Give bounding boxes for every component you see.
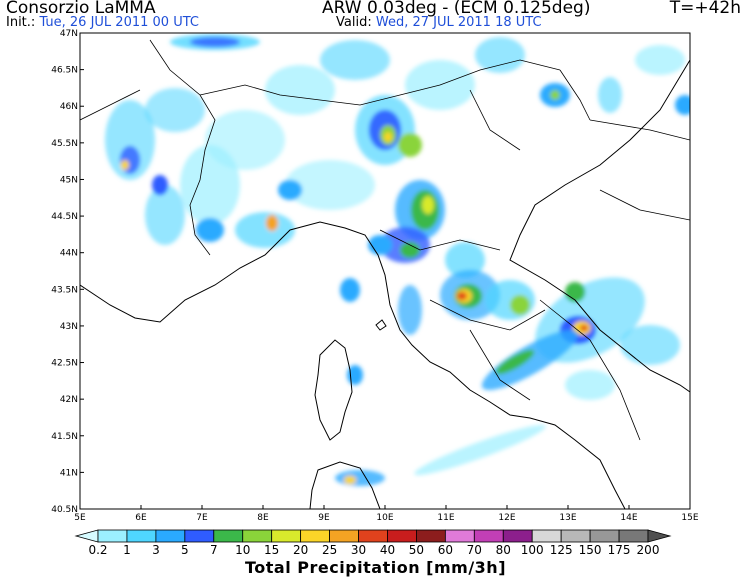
colorbar-swatch [271,529,302,543]
lat-label: 42.5N [51,359,78,369]
lat-label: 42N [60,395,78,405]
colorbar-label: 175 [608,543,631,557]
org-title: Consorzio LaMMA [6,0,156,18]
colorbar-title: Total Precipitation [mm/3h] [244,558,507,577]
colorbar-swatch [97,529,128,543]
valid-value: Wed, 27 JUL 2011 18 UTC [375,15,542,30]
lon-label: 6E [135,513,147,523]
colorbar-swatch [531,529,562,543]
colorbar: 0.2 1 3 5 7 10 15 20 25 30 40 50 60 70 80 100 125 150 175 2… [74,529,672,557]
lat-label: 46N [60,102,78,112]
colorbar-label: 50 [409,543,424,557]
colorbar-label: 40 [380,543,395,557]
colorbar-label: 80 [496,543,511,557]
lon-label: 9E [318,513,330,523]
colorbar-swatch [502,529,533,543]
model-title: ARW 0.03deg - (ECM 0.125deg) [322,0,591,18]
valid-label: Valid: [336,15,372,30]
colorbar-arrow-low [74,529,99,543]
lat-label: 40.5N [51,505,78,515]
colorbar-label: 1 [123,543,131,557]
colorbar-swatch [213,529,244,543]
colorbar-label: 60 [438,543,453,557]
colorbar-label: 3 [152,543,160,557]
lon-label: 5E [74,513,86,523]
colorbar-label: 5 [181,543,189,557]
valid-time: Valid: Wed, 27 JUL 2011 18 UTC [336,15,542,30]
colorbar-swatch [300,529,330,543]
colorbar-label: 25 [322,543,337,557]
lon-label: 7E [196,513,208,523]
colorbar-swatch [329,529,359,543]
colorbar-label: 15 [264,543,279,557]
coastlines [80,59,690,509]
init-label: Init.: [6,15,36,30]
colorbar-label: 10 [235,543,250,557]
colorbar-swatch [126,529,157,543]
init-value: Tue, 26 JUL 2011 00 UTC [39,15,199,30]
longitude-axis: 5E 6E 7E 8E 9E 10E 11E 12E 13E 14E 15E [74,505,699,523]
lat-label: 44N [60,249,78,259]
colorbar-arrow-high [647,529,672,543]
lat-label: 45N [60,175,78,185]
colorbar-swatch [416,529,446,543]
lat-label: 41.5N [51,432,78,442]
colorbar-label: 150 [579,543,602,557]
colorbar-swatch [242,529,273,543]
colorbar-swatch [155,529,186,543]
lon-label: 14E [620,513,637,523]
lat-label: 41N [60,468,78,478]
colorbar-swatch [444,529,475,543]
colorbar-label: 30 [351,543,366,557]
lon-label: 13E [559,513,576,523]
latitude-axis: 47N 46.5N 46N 45.5N 45N 44.5N 44N 43.5N 43N 42.5N… [51,29,84,515]
lat-label: 43.5N [51,285,78,295]
lat-label: 47N [60,29,78,39]
colorbar-label: 200 [637,543,660,557]
colorbar-label: 20 [293,543,308,557]
lon-label: 15E [681,513,698,523]
lon-label: 11E [437,513,454,523]
colorbar-swatch [473,529,504,543]
lat-label: 44.5N [51,212,78,222]
colorbar-label: 70 [467,543,482,557]
colorbar-label: 125 [550,543,573,557]
lon-label: 12E [498,513,515,523]
lon-label: 10E [376,513,393,523]
lead-time: T=+42h [669,0,741,18]
borders [80,39,690,441]
lat-label: 43N [60,322,78,332]
colorbar-swatch [589,529,620,543]
colorbar-label: 0.2 [88,543,107,557]
lat-label: 45.5N [51,139,78,149]
colorbar-swatch [358,529,388,543]
colorbar-swatch [184,529,215,543]
colorbar-swatch [560,529,591,543]
lon-label: 8E [257,513,269,523]
colorbar-swatch [387,529,417,543]
precipitation-field [105,34,690,486]
colorbar-swatch [618,529,649,543]
lat-label: 46.5N [51,66,78,76]
init-time: Init.: Tue, 26 JUL 2011 00 UTC [6,15,199,30]
colorbar-label: 100 [521,543,544,557]
colorbar-label: 7 [210,543,218,557]
